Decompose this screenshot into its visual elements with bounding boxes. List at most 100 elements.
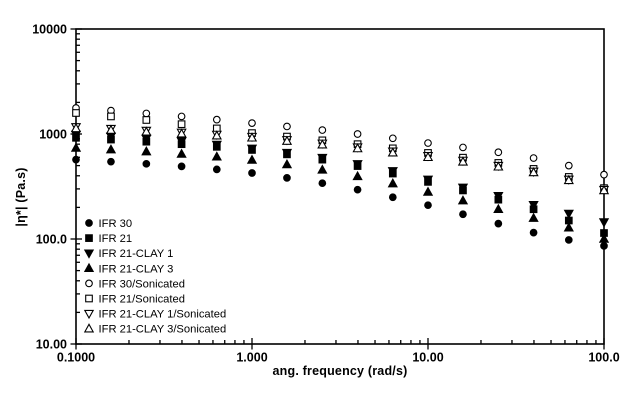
series-ifr-21-clay-1-sonicated (70, 123, 610, 196)
data-point (317, 139, 328, 149)
data-point (457, 156, 469, 166)
data-point (248, 119, 256, 127)
data-point (107, 157, 115, 166)
data-point (353, 185, 362, 194)
data-point (422, 186, 434, 196)
y-tick-label: 10000 (32, 23, 67, 37)
data-point (459, 210, 467, 219)
data-point (246, 154, 258, 164)
data-point (424, 201, 432, 210)
x-axis-label: ang. frequency (rad/s) (272, 364, 408, 378)
data-point (424, 139, 432, 147)
data-point (83, 249, 95, 259)
data-point (141, 146, 152, 156)
legend-label: IFR 21-CLAY 3 (99, 263, 174, 275)
data-point (493, 161, 504, 171)
data-point (493, 203, 504, 214)
data-point (387, 178, 398, 188)
data-point (564, 236, 573, 244)
data-point (494, 219, 503, 228)
data-point (598, 233, 610, 243)
data-point (83, 309, 95, 320)
data-point (387, 167, 398, 177)
legend-item: IFR 21-CLAY 1 (83, 248, 174, 260)
data-point (600, 170, 608, 179)
data-point (72, 109, 80, 117)
data-point (353, 130, 362, 138)
legend-item: IFR 21 (85, 233, 133, 245)
data-point (388, 134, 397, 143)
data-point (528, 212, 539, 222)
data-point (211, 151, 222, 161)
data-point (70, 142, 82, 152)
data-point (493, 192, 504, 202)
data-point (494, 148, 503, 157)
data-point (422, 175, 434, 185)
legend-item: IFR 30 (85, 218, 133, 230)
data-point (352, 160, 363, 170)
series-ifr-21 (72, 133, 608, 237)
data-point (563, 222, 574, 232)
y-axis-label: |η*| (Pa.s) (14, 167, 28, 227)
data-point (318, 126, 327, 134)
y-tick-label: 10.00 (36, 338, 67, 352)
series-ifr-21-clay-1 (70, 130, 610, 228)
data-point (563, 174, 574, 185)
data-point (248, 169, 256, 177)
data-point (105, 144, 117, 154)
data-point (352, 143, 363, 153)
legend-label: IFR 21-CLAY 1 (99, 248, 174, 260)
data-point (211, 130, 222, 140)
data-point (563, 209, 574, 220)
data-point (388, 193, 397, 202)
legend-label: IFR 21-CLAY 1/Sonicated (99, 309, 227, 321)
data-point (85, 279, 93, 288)
data-point (177, 162, 186, 171)
data-point (177, 120, 186, 129)
data-point (107, 112, 115, 121)
data-point (598, 184, 610, 195)
data-point (211, 140, 222, 150)
data-point (212, 115, 221, 124)
data-point (177, 112, 186, 121)
data-point (142, 109, 151, 118)
data-point (72, 155, 80, 164)
data-point (528, 166, 539, 177)
data-point (352, 170, 363, 181)
data-point (528, 200, 539, 211)
data-point (176, 148, 187, 158)
data-point (459, 143, 467, 152)
series-ifr-21-clay-3 (70, 142, 610, 243)
data-point (281, 135, 293, 145)
data-point (318, 179, 327, 188)
data-point (283, 122, 291, 131)
series-ifr-30-sonicated (72, 104, 608, 179)
data-point (317, 164, 328, 174)
series-ifr-21-sonicated (72, 109, 608, 192)
data-point (176, 128, 187, 138)
legend-label: IFR 21/Sonicated (99, 294, 185, 306)
data-point (85, 219, 93, 227)
legend-item: IFR 21-CLAY 1/Sonicated (83, 309, 227, 321)
data-point (212, 165, 221, 174)
data-point (317, 153, 328, 164)
data-point (105, 124, 117, 134)
legend-label: IFR 21 (99, 233, 133, 245)
x-tick-label: 1.000 (236, 351, 267, 365)
series-ifr-30 (72, 155, 608, 250)
data-point (600, 242, 608, 250)
data-point (281, 158, 293, 169)
legend-item: IFR 21-CLAY 3 (83, 262, 174, 275)
data-point (281, 148, 293, 159)
data-point (83, 323, 95, 333)
y-tick-label: 100.0 (36, 233, 67, 247)
data-point (246, 144, 258, 154)
legend-item: IFR 21/Sonicated (85, 294, 185, 306)
legend-label: IFR 30 (99, 218, 133, 230)
legend-item: IFR 21-CLAY 3/Sonicated (83, 323, 226, 336)
data-point (142, 159, 151, 168)
tick-labels: 0.1000 1.000 10.00 100.0 10000 1000 100.0 10.00 (32, 23, 619, 365)
data-point (529, 154, 538, 162)
data-point (70, 122, 82, 133)
